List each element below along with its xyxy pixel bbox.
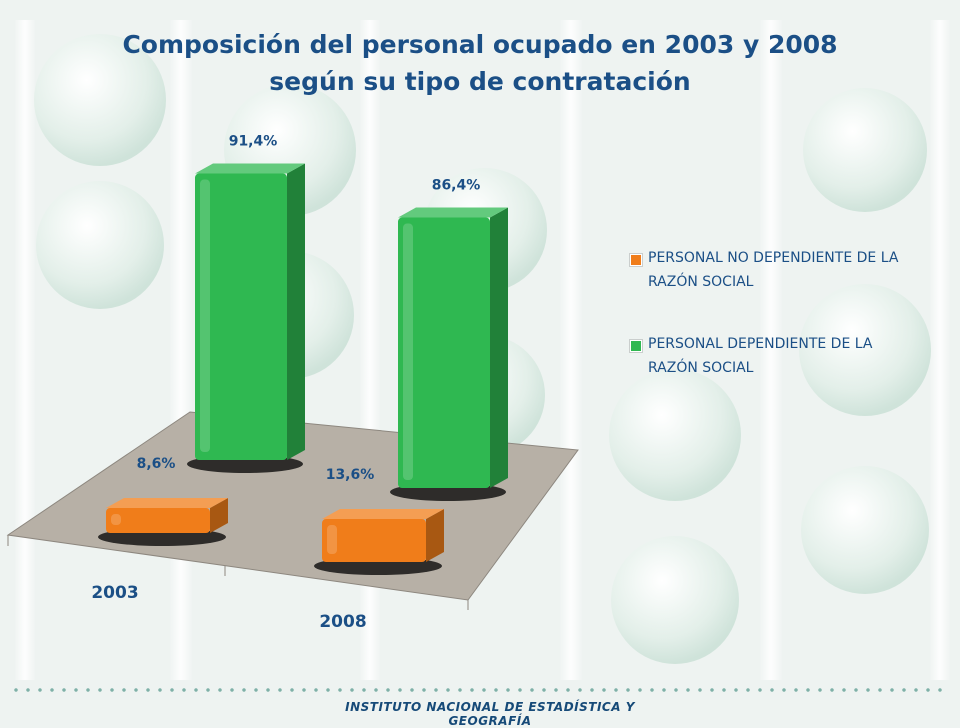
bar-dependiente-2003-front	[195, 173, 287, 460]
legend-label: PERSONAL NO DEPENDIENTE DE LA RAZÓN SOCI…	[648, 250, 899, 290]
data-label-no-dependiente-2008: 13,6%	[326, 467, 375, 483]
bar-no-dependiente-2003-highlight	[111, 514, 121, 525]
chart-title-block: Composición del personal ocupado en 2003…	[0, 26, 960, 100]
chart-subtitle: según su tipo de contratación	[269, 67, 691, 96]
legend-swatch-orange	[630, 254, 642, 266]
legend-swatch-green	[630, 340, 642, 352]
bar-dependiente-2008-highlight	[403, 223, 413, 480]
bar-dependiente-2003-top	[195, 163, 305, 174]
bar-no-dependiente-2008-top	[322, 509, 444, 520]
bar-dependiente-2008-side	[490, 207, 508, 488]
bar-dependiente-2003-side	[287, 163, 305, 460]
bar-no-dependiente-2003-front	[106, 508, 210, 533]
bar-dependiente-2008-front	[398, 217, 490, 488]
bar-no-dependiente-2008-front	[322, 519, 426, 562]
bar-dependiente-2008-top	[398, 207, 508, 218]
legend-item-no-dependiente: PERSONAL NO DEPENDIENTE DE LA RAZÓN SOCI…	[630, 246, 920, 294]
legend-item-dependiente: PERSONAL DEPENDIENTE DE LA RAZÓN SOCIAL	[630, 332, 920, 380]
footer-dotted-line	[10, 688, 950, 692]
footer-institution: INSTITUTO NACIONAL DE ESTADÍSTICA Y GEOG…	[345, 700, 635, 728]
chart-title: Composición del personal ocupado en 2003…	[122, 30, 838, 59]
chart-legend: PERSONAL NO DEPENDIENTE DE LA RAZÓN SOCI…	[630, 246, 920, 418]
data-label-dependiente-2003: 91,4%	[229, 134, 278, 150]
data-label-no-dependiente-2003: 8,6%	[137, 456, 176, 472]
bar-no-dependiente-2003-top	[106, 498, 228, 509]
bar-dependiente-2003-highlight	[200, 179, 210, 452]
legend-label: PERSONAL DEPENDIENTE DE LA RAZÓN SOCIAL	[648, 336, 873, 376]
data-label-dependiente-2008: 86,4%	[432, 178, 481, 194]
category-label-2008: 2008	[319, 612, 366, 632]
category-label-2003: 2003	[91, 583, 138, 603]
bar-no-dependiente-2008-highlight	[327, 525, 337, 554]
bar-no-dependiente-2008-side	[426, 509, 444, 562]
bar-no-dependiente-2003-side	[210, 498, 228, 533]
